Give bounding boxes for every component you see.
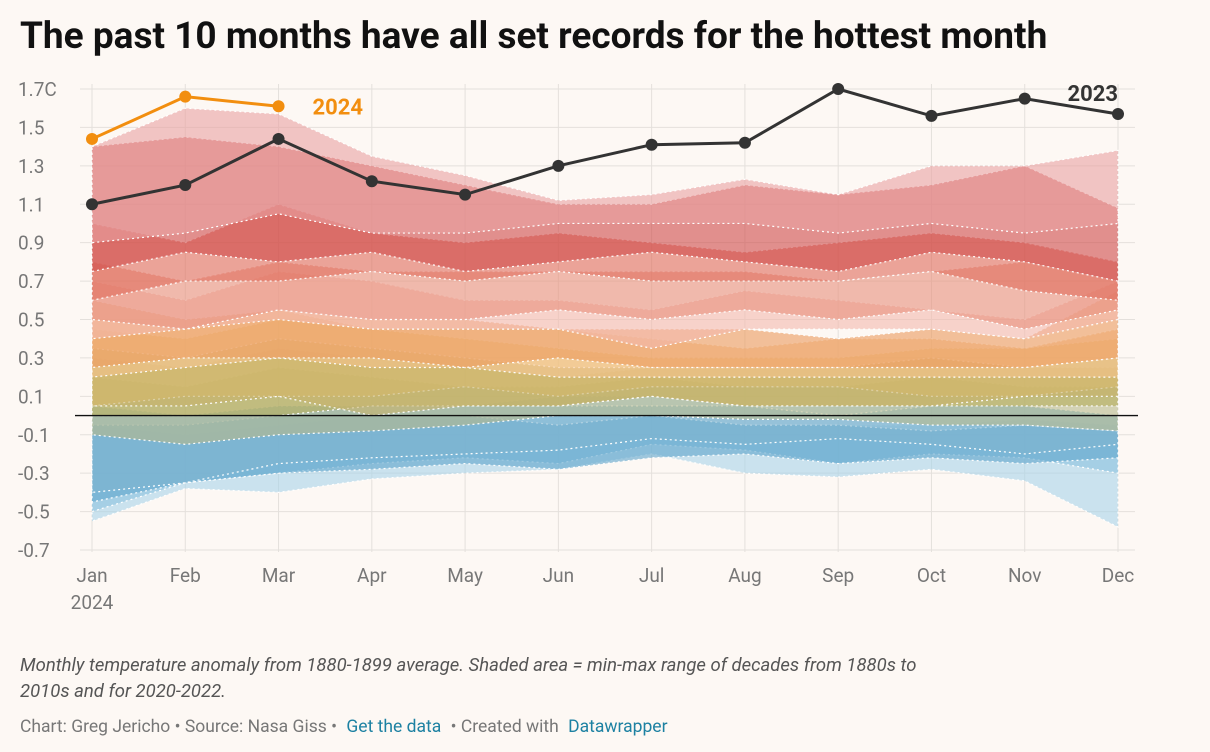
series-point bbox=[738, 136, 751, 149]
series-point bbox=[832, 83, 845, 95]
y-tick-label: 0.5 bbox=[18, 309, 44, 332]
x-tick-label: Jun bbox=[543, 564, 574, 587]
series-point bbox=[86, 132, 98, 145]
x-tick-label: Sep bbox=[822, 564, 854, 587]
series-point bbox=[1018, 92, 1031, 105]
y-tick-label: -0.1 bbox=[18, 424, 50, 447]
footer-credit: Chart: Greg Jericho • Source: Nasa Giss … bbox=[20, 717, 337, 737]
series-point bbox=[459, 188, 472, 201]
series-point bbox=[272, 100, 285, 113]
y-tick-label: -0.7 bbox=[18, 539, 50, 562]
decade-band bbox=[91, 261, 1119, 330]
x-tick-label: Oct bbox=[917, 564, 946, 587]
series-point bbox=[552, 159, 565, 172]
series-point bbox=[1112, 107, 1124, 120]
x-tick-label: Feb bbox=[170, 564, 201, 587]
y-tick-label: -0.5 bbox=[18, 501, 50, 524]
y-tick-label: 1.5 bbox=[18, 116, 44, 139]
x-tick-label: Dec bbox=[1102, 564, 1135, 587]
series-point bbox=[925, 109, 938, 122]
x-tick-label: Mar bbox=[262, 564, 296, 587]
series-point bbox=[272, 132, 285, 145]
x-tick-label: Nov bbox=[1008, 564, 1041, 587]
y-tick-label: 1.1 bbox=[18, 193, 44, 216]
y-tick-label: 0.3 bbox=[18, 347, 44, 370]
series-point bbox=[179, 179, 192, 192]
footer-tool[interactable]: Datawrapper bbox=[568, 717, 667, 737]
x-tick-label: May bbox=[447, 564, 483, 587]
y-tick-label: 1.3 bbox=[18, 155, 44, 178]
series-point bbox=[179, 90, 192, 103]
series-point bbox=[645, 138, 658, 151]
x-tick-label: Aug bbox=[728, 564, 761, 587]
footer: Chart: Greg Jericho • Source: Nasa Giss … bbox=[20, 717, 668, 737]
series-label: 2023 bbox=[1068, 82, 1119, 107]
note-line: 2010s and for 2020-2022. bbox=[20, 680, 226, 702]
y-tick-label: 0.9 bbox=[18, 232, 44, 255]
footer-link[interactable]: Get the data bbox=[346, 717, 441, 737]
chart-title: The past 10 months have all set records … bbox=[20, 15, 1047, 58]
y-tick-label: 1.7C bbox=[18, 78, 57, 101]
y-tick-label: 0.7 bbox=[18, 270, 44, 293]
series-line bbox=[91, 87, 1119, 206]
x-tick-label: Jul bbox=[639, 564, 665, 587]
x-tick-label: Jan bbox=[76, 564, 107, 587]
series-point bbox=[365, 175, 378, 188]
x-tick-label: Apr bbox=[357, 564, 387, 587]
series-label: 2024 bbox=[313, 95, 364, 120]
series-point bbox=[86, 198, 98, 211]
y-tick-label: -0.3 bbox=[18, 462, 50, 485]
note-line: Monthly temperature anomaly from 1880-18… bbox=[20, 654, 916, 676]
decade-band bbox=[91, 107, 1119, 244]
footer-sep: • Created with bbox=[451, 717, 559, 737]
x-sublabel: 2024 bbox=[71, 591, 114, 614]
y-tick-label: 0.1 bbox=[18, 385, 44, 408]
